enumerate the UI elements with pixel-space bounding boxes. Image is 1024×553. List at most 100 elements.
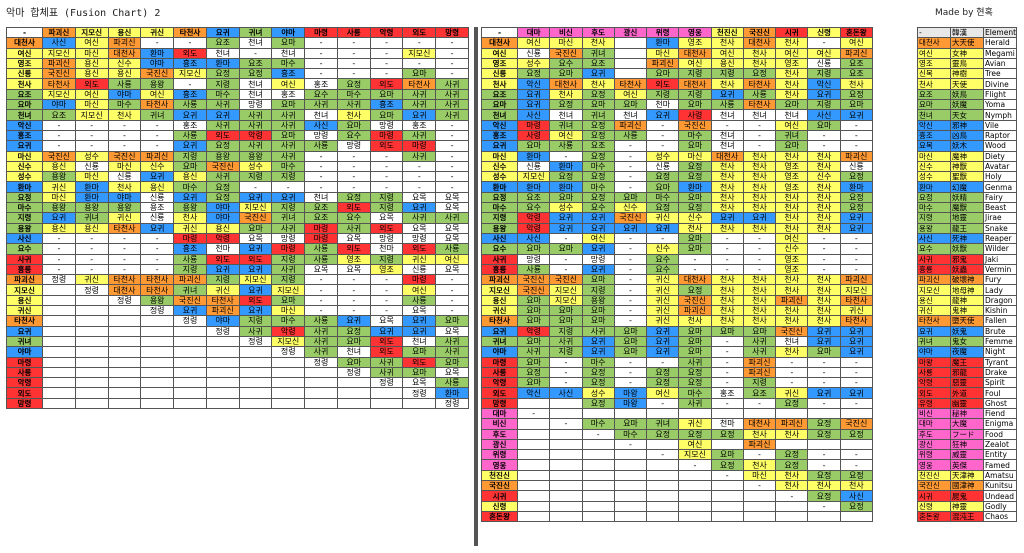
fusion-cell: 요마 [678, 191, 712, 204]
fusion-cell: - [613, 243, 648, 255]
fusion-cell: 천녀 [710, 109, 744, 121]
fusion-cell: 마수 [581, 181, 615, 193]
fusion-cell: - [549, 366, 583, 379]
fusion-cell: - [742, 263, 777, 276]
fusion-cell: - [807, 263, 841, 276]
fusion-cell: 천사 [742, 57, 777, 70]
fusion-cell: 사귀 [238, 325, 273, 337]
fusion-cell: 정령 [435, 397, 469, 409]
fusion-cell: 요마 [238, 222, 273, 234]
legend-element: Divine [983, 78, 1017, 90]
fusion-cell: 귀신 [205, 284, 240, 296]
fusion-cell: 지모신 [402, 47, 437, 59]
legend-element: Kunitsu [983, 480, 1017, 492]
fusion-cell [336, 377, 371, 389]
table-row: 타천사 정령 야마 지령 마수 사룡 요귀 요목 요귀 요마 [6, 315, 469, 327]
fusion-cell: 지모신 [42, 88, 76, 101]
fusion-cell: - [304, 274, 338, 286]
fusion-cell: 귀신 [74, 274, 109, 286]
fusion-cell [516, 500, 551, 512]
table-row: 지령 악령 요귀 요귀 국진신 귀신 신수 요귀 요귀 천사 천사 요귀 [481, 212, 874, 224]
fusion-cell: 여신 [402, 284, 437, 296]
row-header: 야마 [481, 346, 518, 358]
legend-element: Tyrant [983, 356, 1017, 368]
fusion-cell: 사룡 [304, 253, 338, 265]
table-row: 악령 정령 요목 사룡 [6, 377, 469, 389]
fusion-cell [173, 335, 207, 348]
fusion-cell: 요귀 [646, 335, 680, 348]
fusion-cell: 요귀 [839, 109, 874, 121]
table-row: 사룡 정령 사귀 요마 요목 [6, 366, 469, 379]
fusion-cell: 망령 [336, 140, 371, 152]
table-row: 영조 파괴신 용신 신수 야마 흉조 환마 요조 마수 - - - - - [6, 57, 469, 70]
fusion-cell: 천녀 [742, 109, 777, 121]
fusion-cell: - [742, 232, 777, 245]
fusion-cell: 요목 [435, 202, 469, 214]
table-row: 야마 정령 사귀 천녀 외도 요마 사귀 [6, 346, 469, 358]
fusion-cell: 요마 [581, 315, 615, 327]
fusion-cell: 사신 [304, 119, 338, 131]
fusion-cell: 귀신 [646, 212, 680, 224]
fusion-cell: 요정 [839, 191, 874, 204]
legend-row: 요목 妖木 Wood [917, 140, 1017, 152]
fusion-cell: 사귀 [336, 222, 371, 234]
fusion-cell: 천사 [775, 37, 809, 49]
fusion-cell: 요귀 [238, 284, 273, 296]
legend-row: 타천사 墮天使 Fallen [917, 315, 1017, 327]
table-row: 시귀 - 요정 사신 [481, 490, 874, 502]
fusion-cell: 천사 [549, 88, 583, 101]
table-row: 요정 요조 요마 요정 요마 마수 요마 천사 천사 천사 천사 요정 [481, 191, 874, 204]
legend-row: 요귀 妖鬼 Brute [917, 325, 1017, 337]
row-header: 야마 [6, 346, 43, 358]
fusion-cell: 외도 [238, 253, 273, 265]
fusion-cell: 파괴신 [742, 366, 777, 379]
legend-hanja: 地母神 [950, 284, 984, 296]
fusion-cell: - [304, 68, 338, 80]
fusion-cell: - [402, 181, 437, 193]
fusion-cell: 신수 [107, 57, 142, 70]
fusion-cell: 요수 [336, 212, 371, 224]
fusion-cell [516, 438, 551, 451]
fusion-cell: 천사 [742, 202, 777, 214]
row-header: 환마 [6, 181, 43, 193]
fusion-cell: 마신 [549, 37, 583, 49]
fusion-cell: 천사 [807, 315, 841, 327]
fusion-cell: - [304, 47, 338, 59]
table-row: 용왕 용신 용신 타천사 요귀 귀신 용신 요마 사귀 마령 사귀 외도 요목 요목 [6, 222, 469, 234]
fusion-cell: 지령 [238, 315, 273, 327]
row-header: 마신 [6, 150, 43, 162]
fusion-cell: 악신 [807, 78, 841, 90]
fusion-cell: 요마 [710, 449, 744, 461]
fusion-cell: 천사 [742, 171, 777, 183]
fusion-cell: 요귀 [140, 171, 175, 183]
table-row: 야마 사귀 지령 요귀 요마 요귀 요마 - 사귀 천사 요마 요귀 [481, 346, 874, 358]
fusion-cell [304, 387, 338, 399]
fusion-cell [807, 438, 841, 451]
fusion-cell: 환마 [74, 191, 109, 204]
fusion-cell: 용신 [710, 57, 744, 70]
legend-row: 지령 地靈 Jirae [917, 212, 1017, 224]
fusion-cell [710, 480, 744, 492]
row-header: 천사 [481, 78, 518, 90]
legend-row: 귀녀 鬼女 Femme [917, 335, 1017, 348]
legend-korean: 천진신 [917, 469, 951, 482]
fusion-cell: 지모신 [42, 47, 76, 59]
fusion-cell: - [173, 37, 207, 49]
fusion-cell: 영조 [775, 160, 809, 173]
row-header: 후도 [481, 428, 518, 440]
fusion-cell: 요정 [807, 428, 841, 440]
fusion-cell: 신룡 [839, 160, 874, 173]
fusion-cell: 사령 [516, 129, 551, 142]
legend-row: 여신 女神 Megami [917, 47, 1017, 59]
fusion-cell: 마수 [581, 356, 615, 368]
fusion-cell: 천녀 [775, 109, 809, 121]
fusion-cell [42, 346, 76, 358]
legend-element: Ghost [983, 397, 1017, 409]
fusion-cell: 정령 [271, 346, 306, 358]
row-header: 위령 [481, 449, 518, 461]
fusion-cell: 야마 [107, 191, 142, 204]
fusion-cell: 요정 [742, 68, 777, 80]
fusion-cell [140, 387, 175, 399]
fusion-cell: 천사 [710, 37, 744, 49]
fusion-cell: 천녀 [613, 109, 648, 121]
